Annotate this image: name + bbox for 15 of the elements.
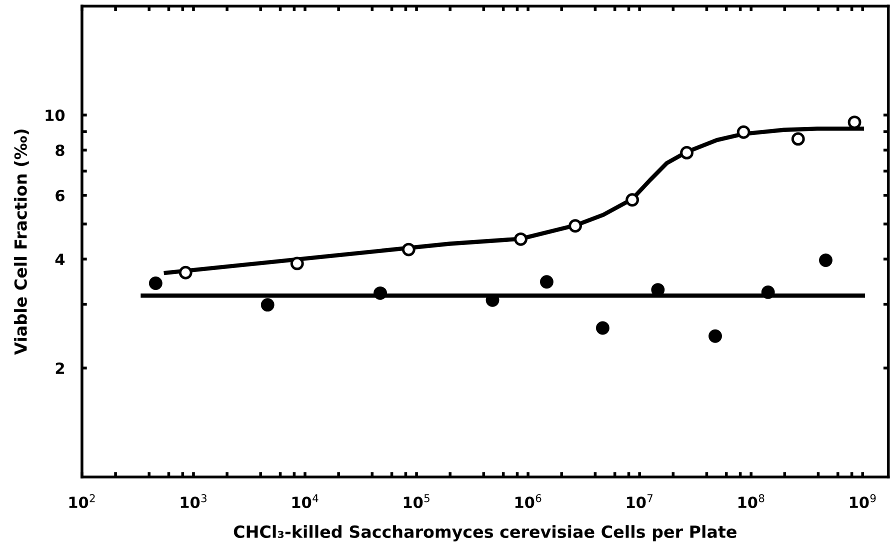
x-tick-label: 10$^{6}$ — [515, 494, 542, 508]
x-tick-label: 10$^{9}$ — [850, 494, 876, 508]
y-tick-label: 8 — [56, 144, 64, 156]
x-axis-title: CHCl₃-killed Saccharomyces cerevisiae Cells per Plate — [234, 525, 736, 542]
x-tick-label: 10$^{5}$ — [404, 494, 430, 508]
y-tick-label: 2 — [56, 362, 64, 374]
x-tick-label: 10$^{3}$ — [180, 494, 206, 508]
x-tick-label: 10$^{7}$ — [626, 494, 653, 508]
x-tick-label: 10$^{4}$ — [292, 494, 318, 508]
x-tick-label: 10$^{2}$ — [69, 494, 95, 508]
y-tick-label: 10 — [46, 110, 65, 122]
x-tick-label: 10$^{8}$ — [738, 494, 764, 508]
y-tick-label: 4 — [55, 254, 65, 265]
y-tick-label: 6 — [56, 190, 64, 202]
y-axis-title: Viable Cell Fraction (‰) — [14, 130, 29, 355]
